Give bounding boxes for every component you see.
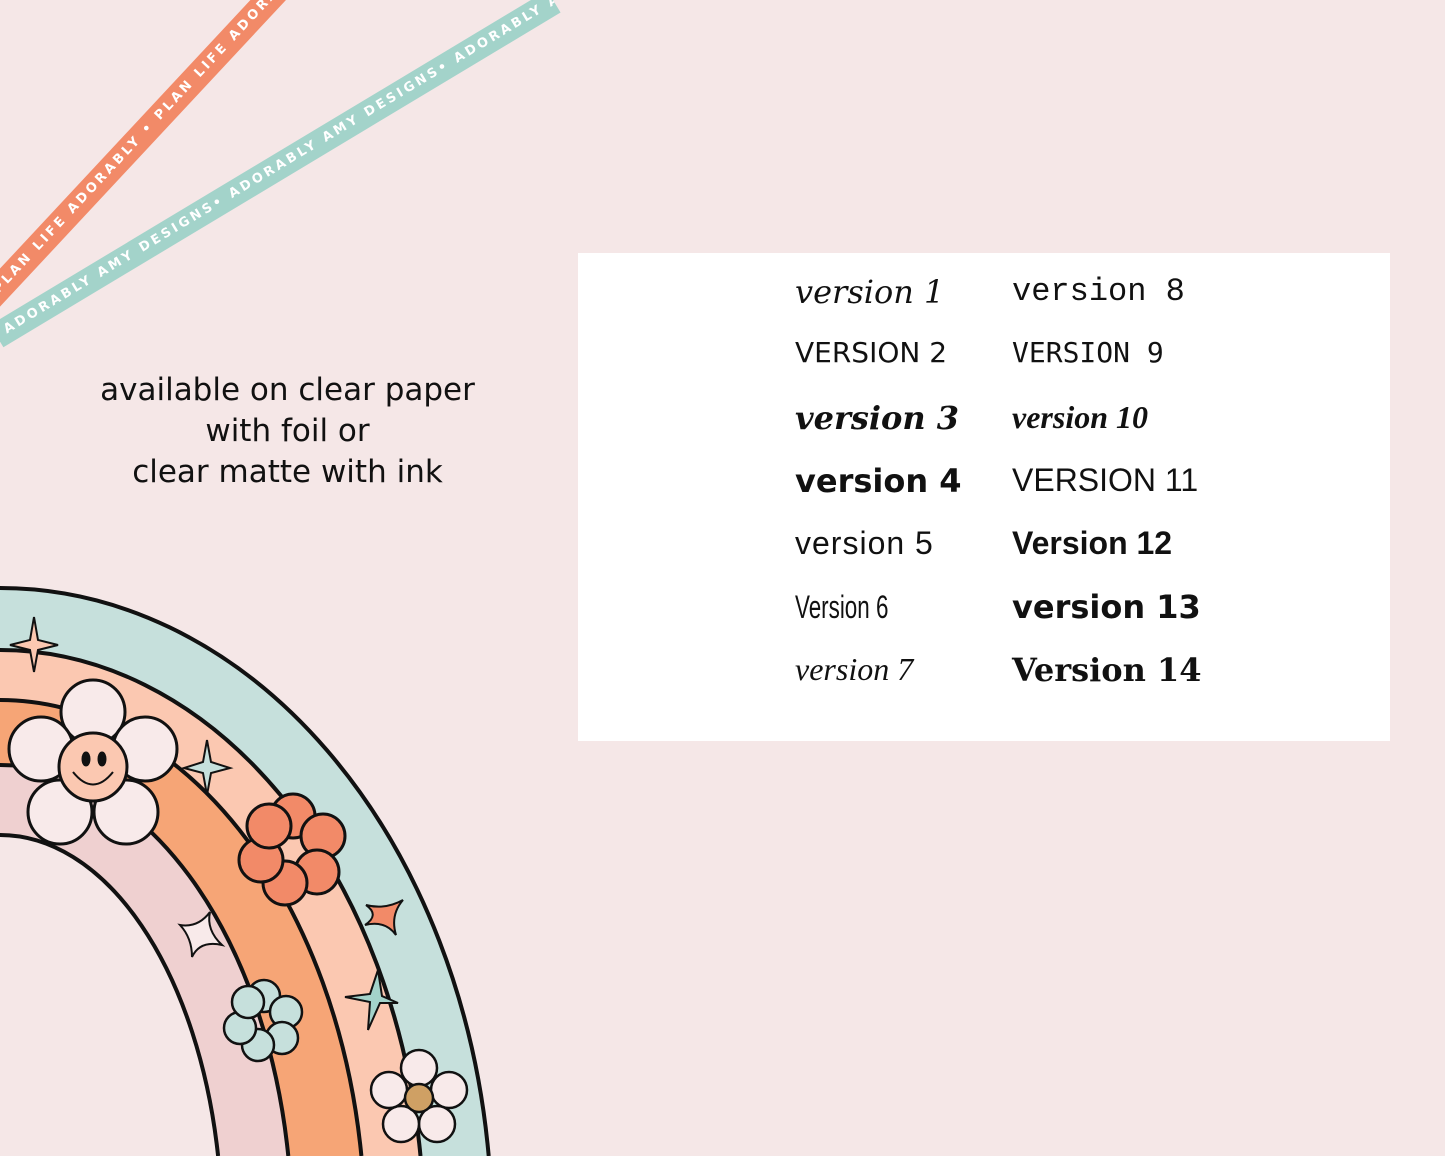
smiley-flower-icon <box>7 678 179 846</box>
sparkle-icon <box>180 739 234 796</box>
teal-flower-icon <box>222 978 304 1063</box>
font-version-sheet: version 1 VERSION 2 version 3 version 4 … <box>578 253 1390 741</box>
version-option: VERSION 11 <box>1012 462 1199 498</box>
version-option: version 10 <box>1012 399 1148 435</box>
white-flower-icon <box>369 1048 469 1144</box>
version-option: Version 14 <box>1012 651 1202 689</box>
versions-left-column: version 1 VERSION 2 version 3 version 4 … <box>795 273 962 714</box>
version-option-text: Version 6 <box>795 589 889 625</box>
caption-line: clear matte with ink <box>132 454 443 490</box>
version-option: version 13 <box>1012 588 1201 626</box>
coral-flower-icon <box>237 792 347 907</box>
sparkle-icon <box>177 911 226 958</box>
rainbow-band-teal-outline <box>0 586 491 1156</box>
rainbow-band-peach-outline <box>0 648 423 1156</box>
star-icon <box>344 969 399 1031</box>
caption-line: with foil or <box>205 413 370 449</box>
version-option: version 1 <box>795 273 945 311</box>
sparkle-icon <box>9 616 59 673</box>
version-option: Version 6 <box>795 588 962 651</box>
caption-line: available on clear paper <box>100 372 475 408</box>
version-option: VERSION 9 <box>1012 336 1164 369</box>
version-option: version 4 <box>795 462 962 500</box>
versions-right-column: version 8 VERSION 9 version 10 VERSION 1… <box>1012 273 1202 714</box>
rainbow-inner-outline <box>0 833 221 1156</box>
sparkle-icon <box>364 899 404 936</box>
version-option: version 5 <box>795 525 934 561</box>
availability-caption: available on clear paper with foil or cl… <box>60 370 515 493</box>
version-option: version 8 <box>1012 273 1185 310</box>
version-option: version 3 <box>795 399 959 437</box>
version-option: Version 12 <box>1012 525 1173 561</box>
rainbow-inner <box>0 835 219 1156</box>
version-option: version 7 <box>795 651 914 687</box>
version-option: VERSION 2 <box>795 336 948 369</box>
